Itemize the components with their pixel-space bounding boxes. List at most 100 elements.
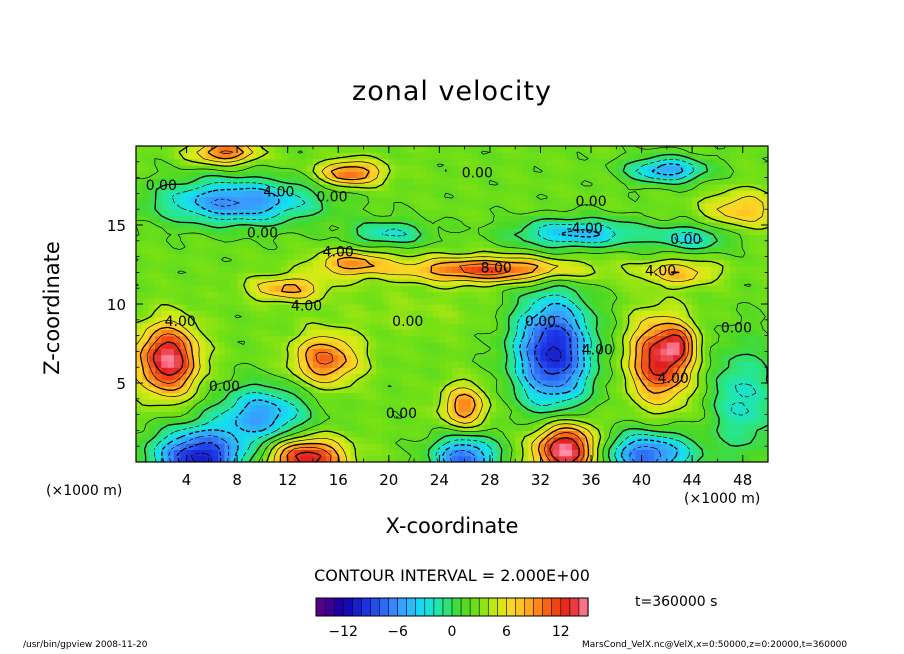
heatmap-cell [142, 430, 150, 438]
heatmap-cell [414, 202, 421, 210]
heatmap-cell [540, 360, 548, 368]
heatmap-cell [167, 272, 175, 280]
heatmap-cell [407, 240, 415, 248]
heatmap-cell [502, 202, 510, 210]
heatmap-cell [603, 417, 611, 425]
heatmap-cell [679, 424, 687, 431]
heatmap-cell [723, 177, 731, 185]
heatmap-cell [218, 240, 226, 248]
heatmap-cell [312, 424, 320, 431]
heatmap-cell [154, 164, 162, 172]
heatmap-cell [148, 278, 156, 286]
heatmap-cell [578, 348, 586, 356]
heatmap-cell [395, 240, 403, 248]
heatmap-cell [704, 228, 712, 236]
heatmap-cell [249, 196, 257, 204]
heatmap-cell [698, 259, 706, 267]
heatmap-cell [742, 190, 750, 198]
heatmap-cell [496, 348, 504, 356]
heatmap-cell [584, 266, 592, 273]
heatmap-cell [711, 215, 719, 223]
heatmap-cell [749, 177, 756, 185]
heatmap-cell [382, 373, 390, 381]
heatmap-cell [515, 285, 523, 292]
heatmap-cell [641, 202, 649, 210]
heatmap-cell [597, 322, 605, 330]
heatmap-cell [199, 291, 207, 299]
heatmap-cell [673, 322, 681, 330]
heatmap-cell [730, 430, 737, 438]
heatmap-cell [742, 202, 750, 210]
heatmap-cell [281, 411, 289, 419]
heatmap-cell [388, 146, 396, 153]
heatmap-cell [635, 234, 643, 242]
heatmap-cell [534, 146, 542, 153]
heatmap-cell [376, 443, 384, 450]
heatmap-cell [344, 424, 352, 431]
heatmap-cell [711, 291, 719, 299]
heatmap-cell [572, 259, 579, 267]
heatmap-cell [458, 360, 466, 368]
heatmap-cell [610, 177, 617, 185]
heatmap-cell [167, 215, 175, 223]
heatmap-cell [180, 367, 188, 375]
heatmap-cell [142, 183, 150, 191]
heatmap-cell [262, 190, 270, 198]
heatmap-cell [224, 436, 232, 444]
heatmap-cell [540, 272, 548, 280]
heatmap-cell [508, 183, 516, 191]
heatmap-cell [262, 411, 270, 419]
heatmap-cell [470, 392, 478, 400]
heatmap-cell [660, 398, 668, 406]
heatmap-cell [243, 405, 251, 413]
heatmap-cell [464, 278, 472, 286]
heatmap-cell [565, 158, 573, 166]
heatmap-cell [249, 228, 257, 236]
heatmap-cell [755, 360, 763, 368]
heatmap-cell [249, 405, 257, 413]
heatmap-cell [388, 430, 396, 438]
heatmap-cell [641, 164, 649, 172]
heatmap-cell [186, 196, 194, 204]
heatmap-cell [173, 379, 181, 387]
heatmap-cell [211, 196, 219, 204]
heatmap-cell [218, 411, 226, 419]
heatmap-cell [603, 329, 611, 337]
heatmap-cell [173, 316, 181, 324]
heatmap-cell [357, 316, 365, 324]
heatmap-cell [275, 266, 282, 273]
heatmap-cell [148, 304, 156, 311]
heatmap-cell [647, 215, 655, 223]
heatmap-cell [256, 171, 263, 179]
heatmap-cell [654, 341, 662, 349]
heatmap-cell [458, 183, 466, 191]
heatmap-cell [603, 190, 611, 198]
heatmap-cell [161, 196, 169, 204]
heatmap-cell [483, 209, 491, 217]
heatmap-cell [433, 259, 440, 267]
heatmap-cell [439, 291, 447, 299]
heatmap-cell [382, 285, 390, 292]
heatmap-cell [167, 228, 175, 236]
heatmap-cell [186, 297, 194, 305]
heatmap-cell [312, 316, 320, 324]
heatmap-cell [635, 424, 643, 431]
heatmap-cell [192, 202, 200, 210]
heatmap-cell [338, 354, 346, 362]
heatmap-cell [679, 443, 687, 450]
heatmap-cell [388, 285, 396, 292]
heatmap-cell [723, 152, 731, 160]
heatmap-cell [647, 202, 655, 210]
heatmap-cell [275, 171, 282, 179]
heatmap-cell [704, 297, 712, 305]
heatmap-cell [742, 215, 750, 223]
heatmap-cell [489, 190, 497, 198]
heatmap-cell [736, 266, 744, 273]
heatmap-cell [755, 272, 763, 280]
heatmap-cell [553, 240, 561, 248]
heatmap-cell [698, 373, 706, 381]
heatmap-cell [205, 158, 213, 166]
heatmap-cell [331, 373, 339, 381]
heatmap-cell [477, 360, 485, 368]
heatmap-cell [597, 304, 605, 311]
